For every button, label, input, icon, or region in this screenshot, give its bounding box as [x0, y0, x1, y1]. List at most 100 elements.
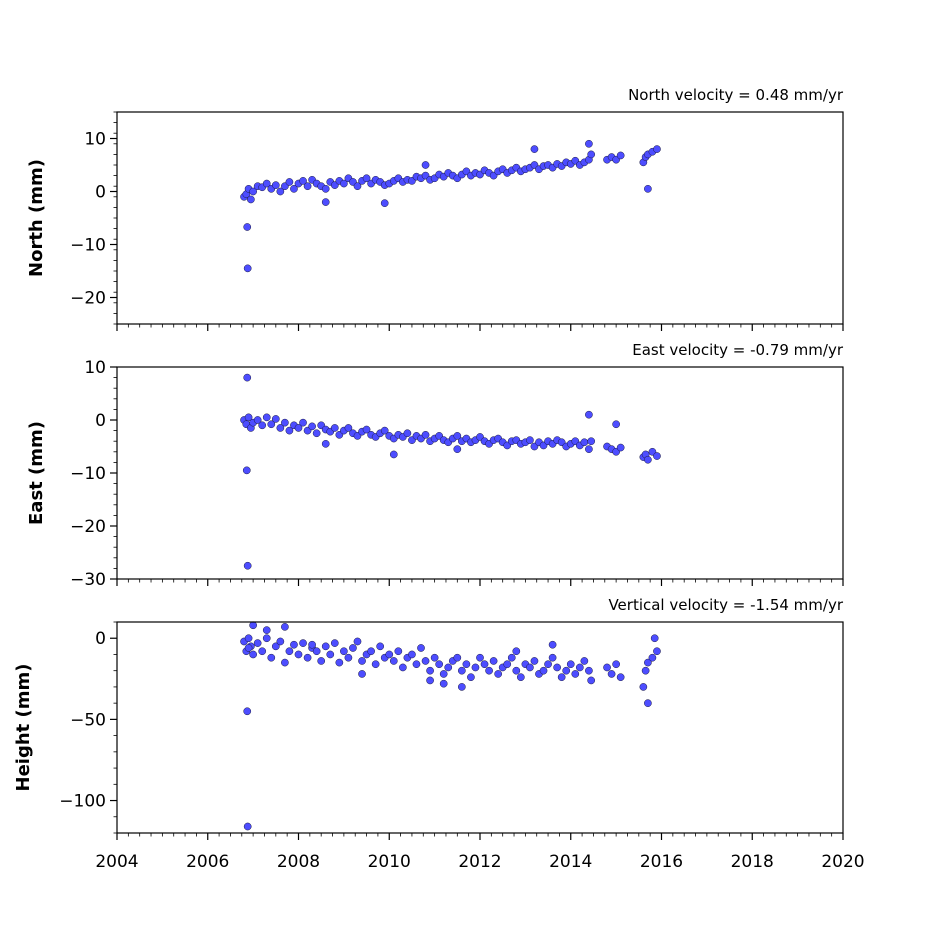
height-data-point [439, 679, 448, 688]
height-x-tick-label: 2014 [549, 852, 592, 872]
height-data-point [494, 670, 502, 678]
north-data-point [321, 198, 330, 206]
height-data-point [326, 650, 335, 659]
height-data-point [426, 676, 434, 685]
height-data-point [512, 666, 521, 675]
height-data-point [385, 650, 394, 659]
height-x-tick-label: 2016 [640, 852, 683, 872]
height-data-point [394, 647, 403, 656]
east-data-point [653, 452, 661, 460]
east-data-point [453, 445, 462, 453]
north-points [240, 139, 661, 273]
height-data-point [612, 660, 620, 669]
north-data-point [353, 182, 362, 191]
north-data-point [243, 223, 252, 231]
east-panel: 10 0 −10 −20 −30 East (mm) East velocity = -0.… [26, 341, 844, 590]
north-data-point [616, 151, 625, 160]
height-x-tick-label: 2010 [368, 852, 411, 872]
east-data-point [344, 424, 353, 432]
east-y-axis-label: East (mm) [26, 421, 47, 525]
east-velocity-label: East velocity = -0.79 mm/yr [632, 341, 844, 359]
height-data-point [603, 663, 611, 672]
height-data-point [580, 657, 589, 665]
height-data-point [344, 653, 353, 662]
height-data-point [281, 658, 289, 667]
east-data-point [267, 420, 276, 429]
height-data-point [253, 639, 262, 647]
height-data-point [544, 660, 552, 669]
height-data-point [321, 642, 330, 651]
height-data-point [267, 653, 276, 662]
east-data-point [242, 466, 251, 475]
height-data-point [553, 663, 561, 672]
height-data-point [349, 644, 357, 652]
east-data-point [271, 415, 280, 423]
height-data-point [244, 634, 253, 643]
height-data-point [358, 657, 366, 665]
height-data-point [462, 660, 471, 669]
height-data-point [557, 673, 566, 682]
east-data-point [587, 437, 596, 446]
east-data-point [244, 413, 253, 422]
east-data-point [616, 443, 625, 452]
height-data-point [439, 670, 448, 678]
north-data-point [243, 264, 252, 273]
height-data-point [249, 650, 257, 659]
height-data-point [507, 653, 516, 662]
height-data-point [244, 644, 253, 652]
east-axes-frame [116, 366, 844, 580]
north-velocity-label: North velocity = 0.48 mm/yr [628, 86, 844, 104]
height-axes-frame [116, 621, 844, 834]
height-data-point [358, 670, 366, 678]
height-y-axis-label: Height (mm) [13, 664, 34, 792]
height-data-point [330, 639, 339, 647]
north-data-point [421, 161, 430, 169]
height-x-tick-label: 2006 [186, 852, 229, 872]
east-y-tick-label: −10 [70, 464, 106, 484]
north-data-point [362, 174, 371, 183]
height-data-point [566, 660, 575, 669]
east-data-point [612, 420, 620, 429]
east-data-point [243, 373, 252, 382]
height-data-point [526, 663, 534, 672]
height-data-point [644, 658, 652, 667]
north-y-tick-label: 0 [95, 183, 106, 203]
height-data-point [303, 653, 312, 662]
north-data-point [276, 187, 285, 196]
height-data-point [430, 653, 439, 662]
east-data-point [294, 424, 303, 432]
height-y-tick-label: −50 [70, 710, 106, 730]
east-data-point [330, 424, 339, 432]
north-data-point [340, 179, 348, 188]
height-data-point [371, 660, 380, 669]
height-data-point [644, 699, 652, 708]
east-data-point [585, 410, 593, 419]
height-data-point [458, 683, 466, 691]
height-data-point [308, 640, 316, 649]
height-data-point [539, 666, 548, 675]
height-data-point [290, 640, 298, 649]
height-data-point [607, 670, 616, 678]
north-y-tick-label: −10 [70, 236, 106, 256]
height-data-point [426, 666, 434, 675]
height-data-point [317, 657, 326, 665]
height-data-point [243, 822, 252, 831]
north-y-axis-label: North (mm) [26, 159, 47, 277]
height-data-point [562, 666, 571, 675]
east-data-point [308, 422, 316, 431]
east-data-point [253, 416, 262, 424]
height-points [240, 621, 661, 831]
north-data-point [299, 177, 307, 185]
north-data-point [321, 185, 330, 193]
height-data-point [587, 676, 596, 685]
east-data-point [276, 424, 285, 432]
north-panel: 10 0 −10 −20 North (mm) North velocity = 0.48… [26, 86, 844, 331]
height-data-point [271, 642, 280, 651]
height-data-point [530, 657, 539, 665]
north-data-point [249, 187, 257, 196]
height-y-tick-label: −100 [59, 792, 106, 812]
height-data-point [276, 637, 285, 646]
north-data-point [653, 145, 661, 153]
